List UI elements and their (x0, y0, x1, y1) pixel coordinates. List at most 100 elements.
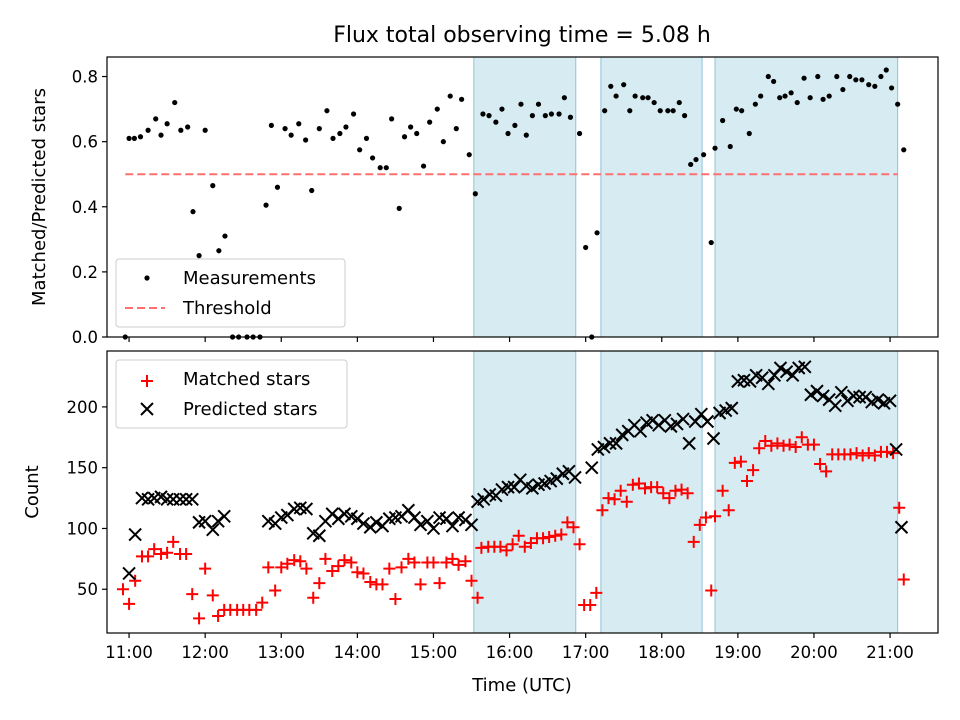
measurement-point (337, 130, 343, 137)
predicted-star-point (883, 394, 897, 408)
matched-star-point (709, 510, 722, 523)
matched-star-point (850, 447, 863, 460)
matched-star-point (408, 556, 421, 569)
measurement-point (535, 101, 542, 107)
ratio-observing-windows (473, 56, 899, 338)
matched-star-point (512, 529, 525, 542)
measurement-point (561, 95, 567, 101)
measurement-point (645, 95, 651, 101)
matched-star-point (256, 596, 269, 609)
measurement-point (676, 99, 682, 106)
measurement-point (499, 106, 505, 112)
predicted-star-point (312, 529, 327, 543)
matched-star-point (844, 448, 857, 461)
matched-star-point (155, 547, 168, 560)
matched-star-point (584, 599, 597, 612)
matched-star-point (288, 554, 301, 567)
predicted-star-point (426, 521, 441, 536)
matched-star-point (820, 465, 833, 478)
matched-star-point (881, 445, 894, 458)
matched-star-point (376, 578, 389, 591)
matched-star-point (675, 483, 688, 496)
predicted-star-point (185, 492, 199, 507)
matched-star-point (186, 588, 199, 601)
predicted-star-point (761, 377, 776, 391)
matched-star-point (543, 530, 556, 543)
predicted-star-point (828, 398, 842, 413)
matched-star-point (148, 543, 161, 556)
matched-star-point (608, 493, 621, 506)
matched-star-point (687, 535, 700, 548)
y-tick-label: 200 (67, 398, 99, 417)
measurement-point (153, 116, 159, 122)
ratio-y-axis: 0.0 0.2 0.4 0.6 0.8 (72, 68, 107, 347)
predicted-star-point (852, 390, 867, 404)
matched-star-point (716, 484, 729, 497)
legend-measurements-marker (144, 275, 150, 281)
x-tick-label: 15:00 (410, 643, 458, 662)
predicted-star-point (816, 389, 830, 403)
matched-star-point (722, 504, 735, 517)
matched-star-point (555, 528, 568, 541)
x-tick-label: 11:00 (105, 643, 153, 662)
matched-star-point (795, 431, 808, 444)
matched-star-point (868, 449, 881, 462)
matched-star-point (500, 544, 513, 557)
measurement-point (548, 111, 555, 117)
predicted-star-point (525, 481, 540, 496)
measurement-point (389, 116, 395, 122)
y-tick-label: 0.6 (72, 133, 98, 152)
matched-star-point (383, 562, 396, 575)
matched-star-point (602, 492, 615, 505)
legend-predicted-marker (140, 402, 154, 416)
matched-star-point (129, 574, 142, 587)
measurement-point (895, 101, 901, 107)
matched-star-point (740, 475, 753, 488)
matched-star-point (856, 449, 869, 462)
predicted-star-point (128, 527, 142, 542)
predicted-star-point (633, 424, 648, 438)
observing-window-2 (600, 56, 703, 338)
legend-matched-marker (141, 375, 153, 387)
measurement-point (758, 93, 764, 99)
predicted-star-point (597, 440, 611, 454)
predicted-stars-series (122, 360, 909, 581)
measurement-point (627, 108, 633, 114)
measurement-point (834, 73, 840, 80)
matched-star-point (313, 577, 326, 590)
predicted-star-point (585, 460, 599, 475)
matched-star-point (814, 458, 827, 471)
measurement-point (216, 248, 222, 254)
predicted-star-point (445, 519, 460, 533)
measurement-point (594, 230, 600, 236)
measurement-point (330, 135, 336, 141)
measurement-point (712, 145, 718, 151)
predicted-star-point (804, 388, 818, 402)
count-x-axis-label: Time (UTC) (471, 675, 572, 696)
measurement-point (414, 130, 420, 137)
measurement-point (826, 93, 832, 99)
matched-star-point (452, 558, 465, 571)
matched-star-point (326, 565, 339, 578)
matched-star-point (269, 584, 282, 597)
measurement-point (681, 113, 688, 119)
ratio-legend: Measurements Threshold (115, 258, 346, 328)
matched-star-point (759, 434, 772, 447)
y-tick-label: 50 (77, 580, 98, 599)
measurement-point (801, 75, 807, 81)
measurement-point (396, 205, 402, 211)
measurement-point (657, 108, 663, 114)
x-tick-label: 16:00 (486, 643, 534, 662)
measurement-point (202, 127, 208, 133)
matched-star-point (142, 550, 155, 563)
measurement-point (383, 165, 389, 171)
matched-star-point (549, 529, 562, 542)
matched-star-point (475, 541, 488, 554)
ratio-legend-box (115, 258, 346, 328)
predicted-star-point (568, 470, 582, 485)
measurement-point (556, 111, 562, 117)
matched-star-point (206, 589, 219, 602)
measurement-point (794, 99, 800, 106)
matched-star-point (332, 560, 345, 573)
measurement-point (708, 239, 714, 246)
